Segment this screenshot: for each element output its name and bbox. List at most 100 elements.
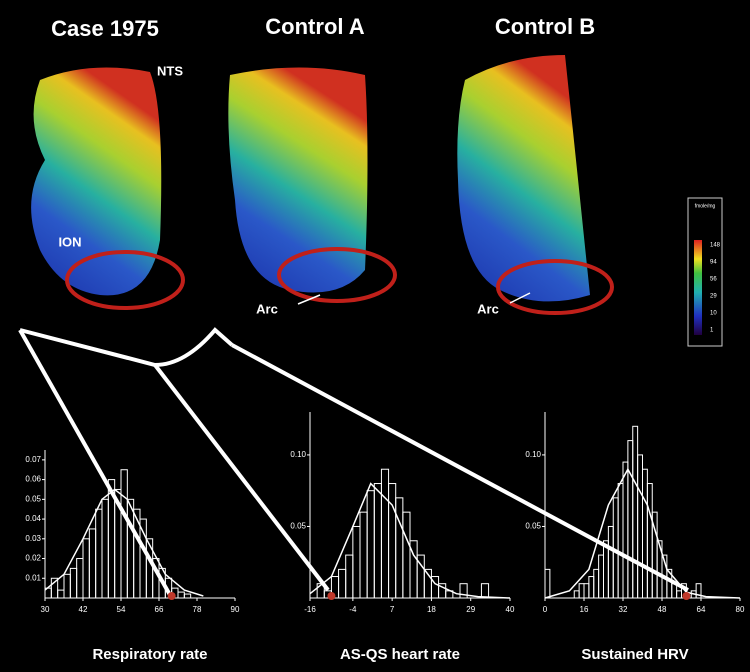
bar	[583, 583, 590, 599]
fit-curve	[544, 467, 741, 599]
bar	[627, 440, 634, 599]
bar	[588, 576, 595, 599]
section-control-b	[457, 55, 590, 302]
arrows	[18, 327, 689, 596]
case-marker	[167, 592, 176, 600]
x-tick-label: -16	[304, 605, 316, 614]
x-tick-label: 29	[466, 605, 475, 614]
x-axis-label: Sustained HRV	[581, 646, 688, 663]
colorbar-label: 10	[710, 311, 717, 317]
x-tick-label: 18	[427, 605, 436, 614]
colorbar-frame	[687, 197, 723, 347]
bar	[676, 590, 682, 599]
bar	[622, 461, 629, 599]
bar	[598, 554, 604, 599]
x-tick-label: 78	[193, 605, 202, 614]
x-tick-label: 7	[390, 605, 395, 614]
x-tick-label: 80	[736, 605, 745, 614]
bar	[69, 567, 78, 599]
bar	[459, 583, 468, 599]
bar	[603, 540, 609, 599]
bar	[671, 583, 678, 599]
bar	[402, 511, 411, 599]
region-label: Arc	[477, 301, 499, 316]
bar	[95, 508, 103, 599]
bar	[366, 490, 375, 599]
bar	[632, 425, 639, 599]
x-axis-label: Respiratory rate	[92, 646, 207, 663]
bar	[593, 568, 600, 599]
image-title: Case 1975	[51, 16, 159, 41]
image-title: Control A	[265, 14, 364, 39]
bar	[183, 593, 192, 599]
bar	[612, 497, 619, 599]
y-tick-label: 0.10	[290, 450, 306, 459]
y-tick-label: 0.04	[25, 514, 41, 523]
tissue-images	[31, 55, 614, 315]
y-tick-label: 0.07	[25, 455, 41, 464]
bar	[63, 573, 71, 599]
bar	[646, 483, 653, 599]
bar	[380, 468, 390, 599]
bar	[345, 554, 354, 599]
bar	[607, 525, 614, 599]
x-tick-label: -4	[349, 605, 357, 614]
bar	[395, 497, 404, 599]
colorbar-label: 56	[710, 277, 717, 283]
bar	[642, 468, 648, 599]
arrow	[231, 343, 689, 592]
y-tick-label: 0.05	[525, 522, 541, 531]
bar	[573, 590, 580, 599]
bar	[338, 568, 347, 599]
bar	[359, 511, 368, 599]
region-label: Arc	[256, 301, 278, 316]
colorbar	[694, 240, 702, 335]
y-tick-label: 0.06	[25, 475, 41, 484]
colorbar-label: 29	[710, 294, 717, 300]
x-tick-label: 48	[658, 605, 667, 614]
case-marker	[682, 592, 691, 600]
x-tick-label: 0	[543, 605, 548, 614]
pointer	[297, 294, 321, 305]
bar	[120, 469, 128, 599]
x-tick-label: 90	[231, 605, 240, 614]
y-tick-label: 0.02	[25, 554, 41, 563]
bar	[373, 483, 382, 599]
x-tick-label: 64	[697, 605, 706, 614]
case-marker	[327, 592, 336, 600]
arrow	[18, 329, 172, 596]
bar	[57, 589, 65, 599]
bar	[388, 483, 397, 599]
bar	[101, 498, 109, 599]
x-tick-label: 40	[506, 605, 515, 614]
fit-curve	[309, 482, 511, 599]
highlight-ellipse	[277, 247, 397, 303]
region-label: ION	[58, 234, 81, 249]
colorbar-label: 1	[710, 328, 714, 334]
x-tick-label: 16	[580, 605, 589, 614]
bar	[480, 583, 490, 599]
section-case	[31, 67, 162, 296]
y-tick-label: 0.05	[290, 522, 306, 531]
bar	[88, 528, 97, 599]
bar	[695, 583, 702, 599]
bar	[617, 483, 624, 599]
x-tick-label: 42	[79, 605, 88, 614]
highlight-ellipse	[65, 250, 185, 310]
bar	[544, 568, 551, 599]
bar	[578, 583, 585, 599]
bar	[50, 577, 59, 599]
x-axis-label: AS-QS heart rate	[340, 646, 460, 663]
bar	[82, 538, 90, 599]
fit-curve	[44, 488, 204, 597]
y-tick-label: 0.05	[25, 494, 41, 503]
x-tick-label: 54	[117, 605, 126, 614]
image-title: Control B	[495, 14, 595, 39]
region-label: NTS	[157, 63, 183, 78]
arrow-origin	[19, 327, 234, 368]
colorbar-label: 94	[710, 260, 717, 266]
pointer	[509, 292, 531, 304]
y-tick-label: 0.01	[25, 573, 41, 582]
colorbar-label: 148	[710, 243, 721, 249]
